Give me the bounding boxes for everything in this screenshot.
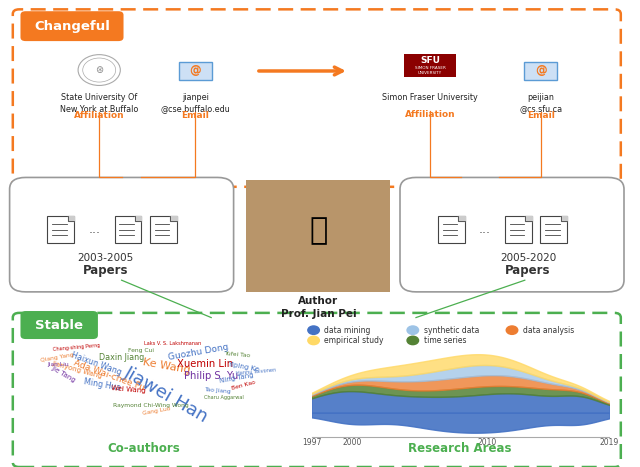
FancyBboxPatch shape — [524, 62, 557, 80]
Polygon shape — [458, 216, 465, 221]
Text: Jiawei Han: Jiawei Han — [121, 363, 212, 426]
FancyBboxPatch shape — [13, 9, 621, 187]
Text: ...: ... — [479, 223, 491, 236]
Text: State University Of
New York at Buffalo: State University Of New York at Buffalo — [60, 93, 138, 113]
FancyBboxPatch shape — [540, 216, 567, 243]
Polygon shape — [135, 216, 141, 221]
Text: Ning Tang: Ning Tang — [220, 372, 254, 384]
Text: jianpei
@cse.buffalo.edu: jianpei @cse.buffalo.edu — [161, 93, 230, 113]
Text: Xuemin Lin: Xuemin Lin — [177, 359, 233, 369]
FancyBboxPatch shape — [438, 216, 465, 243]
Text: Ming Hua: Ming Hua — [83, 378, 122, 393]
Text: Research Areas: Research Areas — [408, 442, 511, 455]
Text: Email: Email — [181, 111, 209, 120]
Circle shape — [308, 326, 319, 334]
FancyBboxPatch shape — [505, 216, 532, 243]
Circle shape — [506, 326, 518, 334]
FancyBboxPatch shape — [13, 313, 621, 467]
Text: synthetic data: synthetic data — [424, 325, 479, 335]
Text: 2003-2005: 2003-2005 — [77, 253, 134, 263]
Text: 2005-2020: 2005-2020 — [500, 253, 556, 263]
Text: Hannu Toivonen: Hannu Toivonen — [236, 367, 276, 375]
Text: Tao Jiang: Tao Jiang — [204, 387, 231, 395]
Text: ⊛: ⊛ — [95, 65, 103, 75]
Circle shape — [308, 336, 319, 345]
Text: Raymond Chi-Wing Wong: Raymond Chi-Wing Wong — [113, 403, 188, 408]
Circle shape — [407, 336, 419, 345]
FancyBboxPatch shape — [115, 216, 141, 243]
FancyBboxPatch shape — [179, 62, 212, 80]
Text: time series: time series — [424, 336, 466, 345]
Text: Yiping Ke: Yiping Ke — [227, 361, 259, 372]
Text: Ada Wai-chee Fu: Ada Wai-chee Fu — [72, 359, 145, 393]
Polygon shape — [561, 216, 567, 221]
Text: Email: Email — [527, 111, 555, 120]
FancyBboxPatch shape — [20, 11, 124, 41]
Text: Haixun Wang: Haixun Wang — [70, 351, 122, 377]
Text: Changeful: Changeful — [34, 20, 110, 33]
Text: Papers: Papers — [505, 264, 551, 277]
Text: Daxin Jiang: Daxin Jiang — [99, 353, 144, 362]
Polygon shape — [170, 216, 177, 221]
Text: SFU: SFU — [420, 56, 440, 65]
Text: Jian Liu: Jian Liu — [47, 362, 68, 367]
Text: Yufei Tao: Yufei Tao — [223, 351, 250, 359]
Text: data mining: data mining — [324, 325, 371, 335]
Text: Stable: Stable — [35, 318, 83, 332]
Text: data analysis: data analysis — [523, 325, 574, 335]
Text: Philip S. Yu: Philip S. Yu — [184, 371, 238, 381]
Circle shape — [407, 326, 419, 334]
Text: Author
Prof. Jian Pei: Author Prof. Jian Pei — [280, 296, 356, 319]
Polygon shape — [525, 216, 532, 221]
Text: Charu Aggarwal: Charu Aggarwal — [204, 396, 244, 400]
Text: Wei Wang: Wei Wang — [111, 385, 145, 395]
Text: SIMON FRASER
UNIVERSITY: SIMON FRASER UNIVERSITY — [415, 65, 445, 75]
Text: Guozhu Dong: Guozhu Dong — [168, 343, 229, 362]
Text: 👤: 👤 — [309, 216, 328, 245]
Text: Co-authors: Co-authors — [108, 442, 180, 455]
Text: Jie Tang: Jie Tang — [51, 364, 77, 383]
Text: Feng Cui: Feng Cui — [128, 348, 154, 353]
FancyBboxPatch shape — [47, 216, 74, 243]
FancyBboxPatch shape — [246, 180, 390, 292]
Text: Ke Wang: Ke Wang — [142, 358, 191, 375]
FancyBboxPatch shape — [20, 311, 98, 339]
Text: Simon Fraser University: Simon Fraser University — [382, 93, 478, 102]
Polygon shape — [68, 216, 74, 221]
Text: Chang-shing Perng: Chang-shing Perng — [53, 343, 100, 353]
Text: Papers: Papers — [83, 264, 129, 277]
Text: Affiliation: Affiliation — [74, 111, 125, 120]
Text: @: @ — [535, 64, 547, 77]
Text: ...: ... — [89, 223, 100, 236]
Text: Gang Luo: Gang Luo — [142, 406, 172, 416]
Text: Ben Kao: Ben Kao — [230, 380, 256, 391]
Text: Affiliation: Affiliation — [404, 110, 456, 119]
FancyBboxPatch shape — [10, 177, 234, 292]
Text: empirical study: empirical study — [324, 336, 384, 345]
Text: Laks V. S. Lakshmanan: Laks V. S. Lakshmanan — [144, 341, 202, 346]
Text: Qiang Yang: Qiang Yang — [40, 352, 75, 363]
FancyBboxPatch shape — [150, 216, 177, 243]
Text: Jianyong Wang: Jianyong Wang — [51, 360, 102, 380]
FancyBboxPatch shape — [400, 177, 624, 292]
Text: peijian
@cs.sfu.ca: peijian @cs.sfu.ca — [519, 93, 563, 113]
Text: @: @ — [189, 64, 201, 77]
FancyBboxPatch shape — [404, 54, 456, 77]
